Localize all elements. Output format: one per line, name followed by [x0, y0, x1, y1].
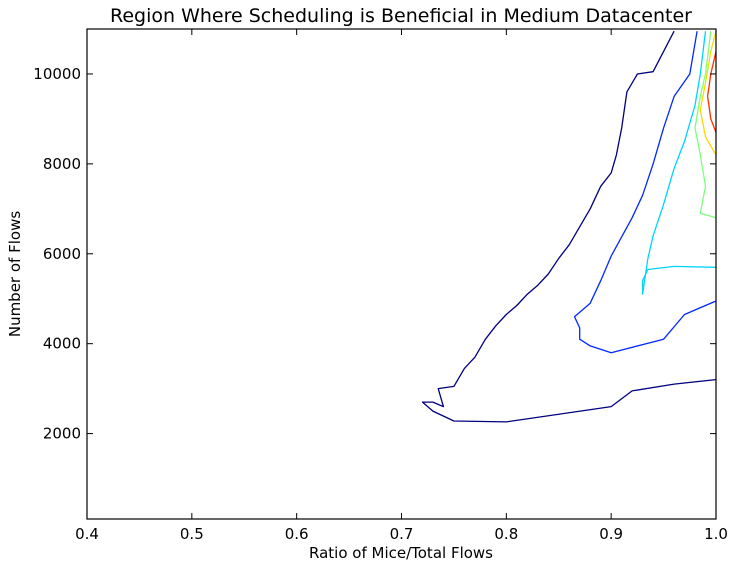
y-tick-label: 2000 [43, 425, 81, 443]
y-tick-label: 10000 [33, 65, 81, 83]
y-tick-label: 6000 [43, 245, 81, 263]
x-axis-label: Ratio of Mice/Total Flows [309, 544, 493, 562]
plot-area [421, 30, 717, 423]
contour-line-5 [699, 31, 717, 156]
contour-line-1 [421, 30, 717, 423]
x-tick-label: 0.6 [285, 525, 309, 543]
x-tick-label: 0.7 [390, 525, 414, 543]
chart-title: Region Where Scheduling is Beneficial in… [110, 5, 692, 27]
contour-line-6 [706, 51, 717, 133]
y-axis-label: Number of Flows [6, 211, 24, 337]
y-tick-label: 8000 [43, 155, 81, 173]
x-tick-label: 0.4 [75, 525, 99, 543]
contour-line-3 [641, 31, 717, 295]
x-tick-label: 0.5 [180, 525, 204, 543]
contour-line-2 [573, 31, 717, 354]
plot-frame [86, 28, 717, 520]
x-tick-label: 0.8 [494, 525, 518, 543]
y-axis: 2000 4000 6000 8000 10000 [33, 65, 716, 443]
x-tick-label: 1.0 [704, 525, 728, 543]
y-tick-label: 4000 [43, 335, 81, 353]
x-tick-label: 0.9 [599, 525, 623, 543]
contour-line-4 [694, 31, 717, 219]
x-axis: 0.4 0.5 0.6 0.7 0.8 0.9 1.0 [75, 29, 728, 543]
